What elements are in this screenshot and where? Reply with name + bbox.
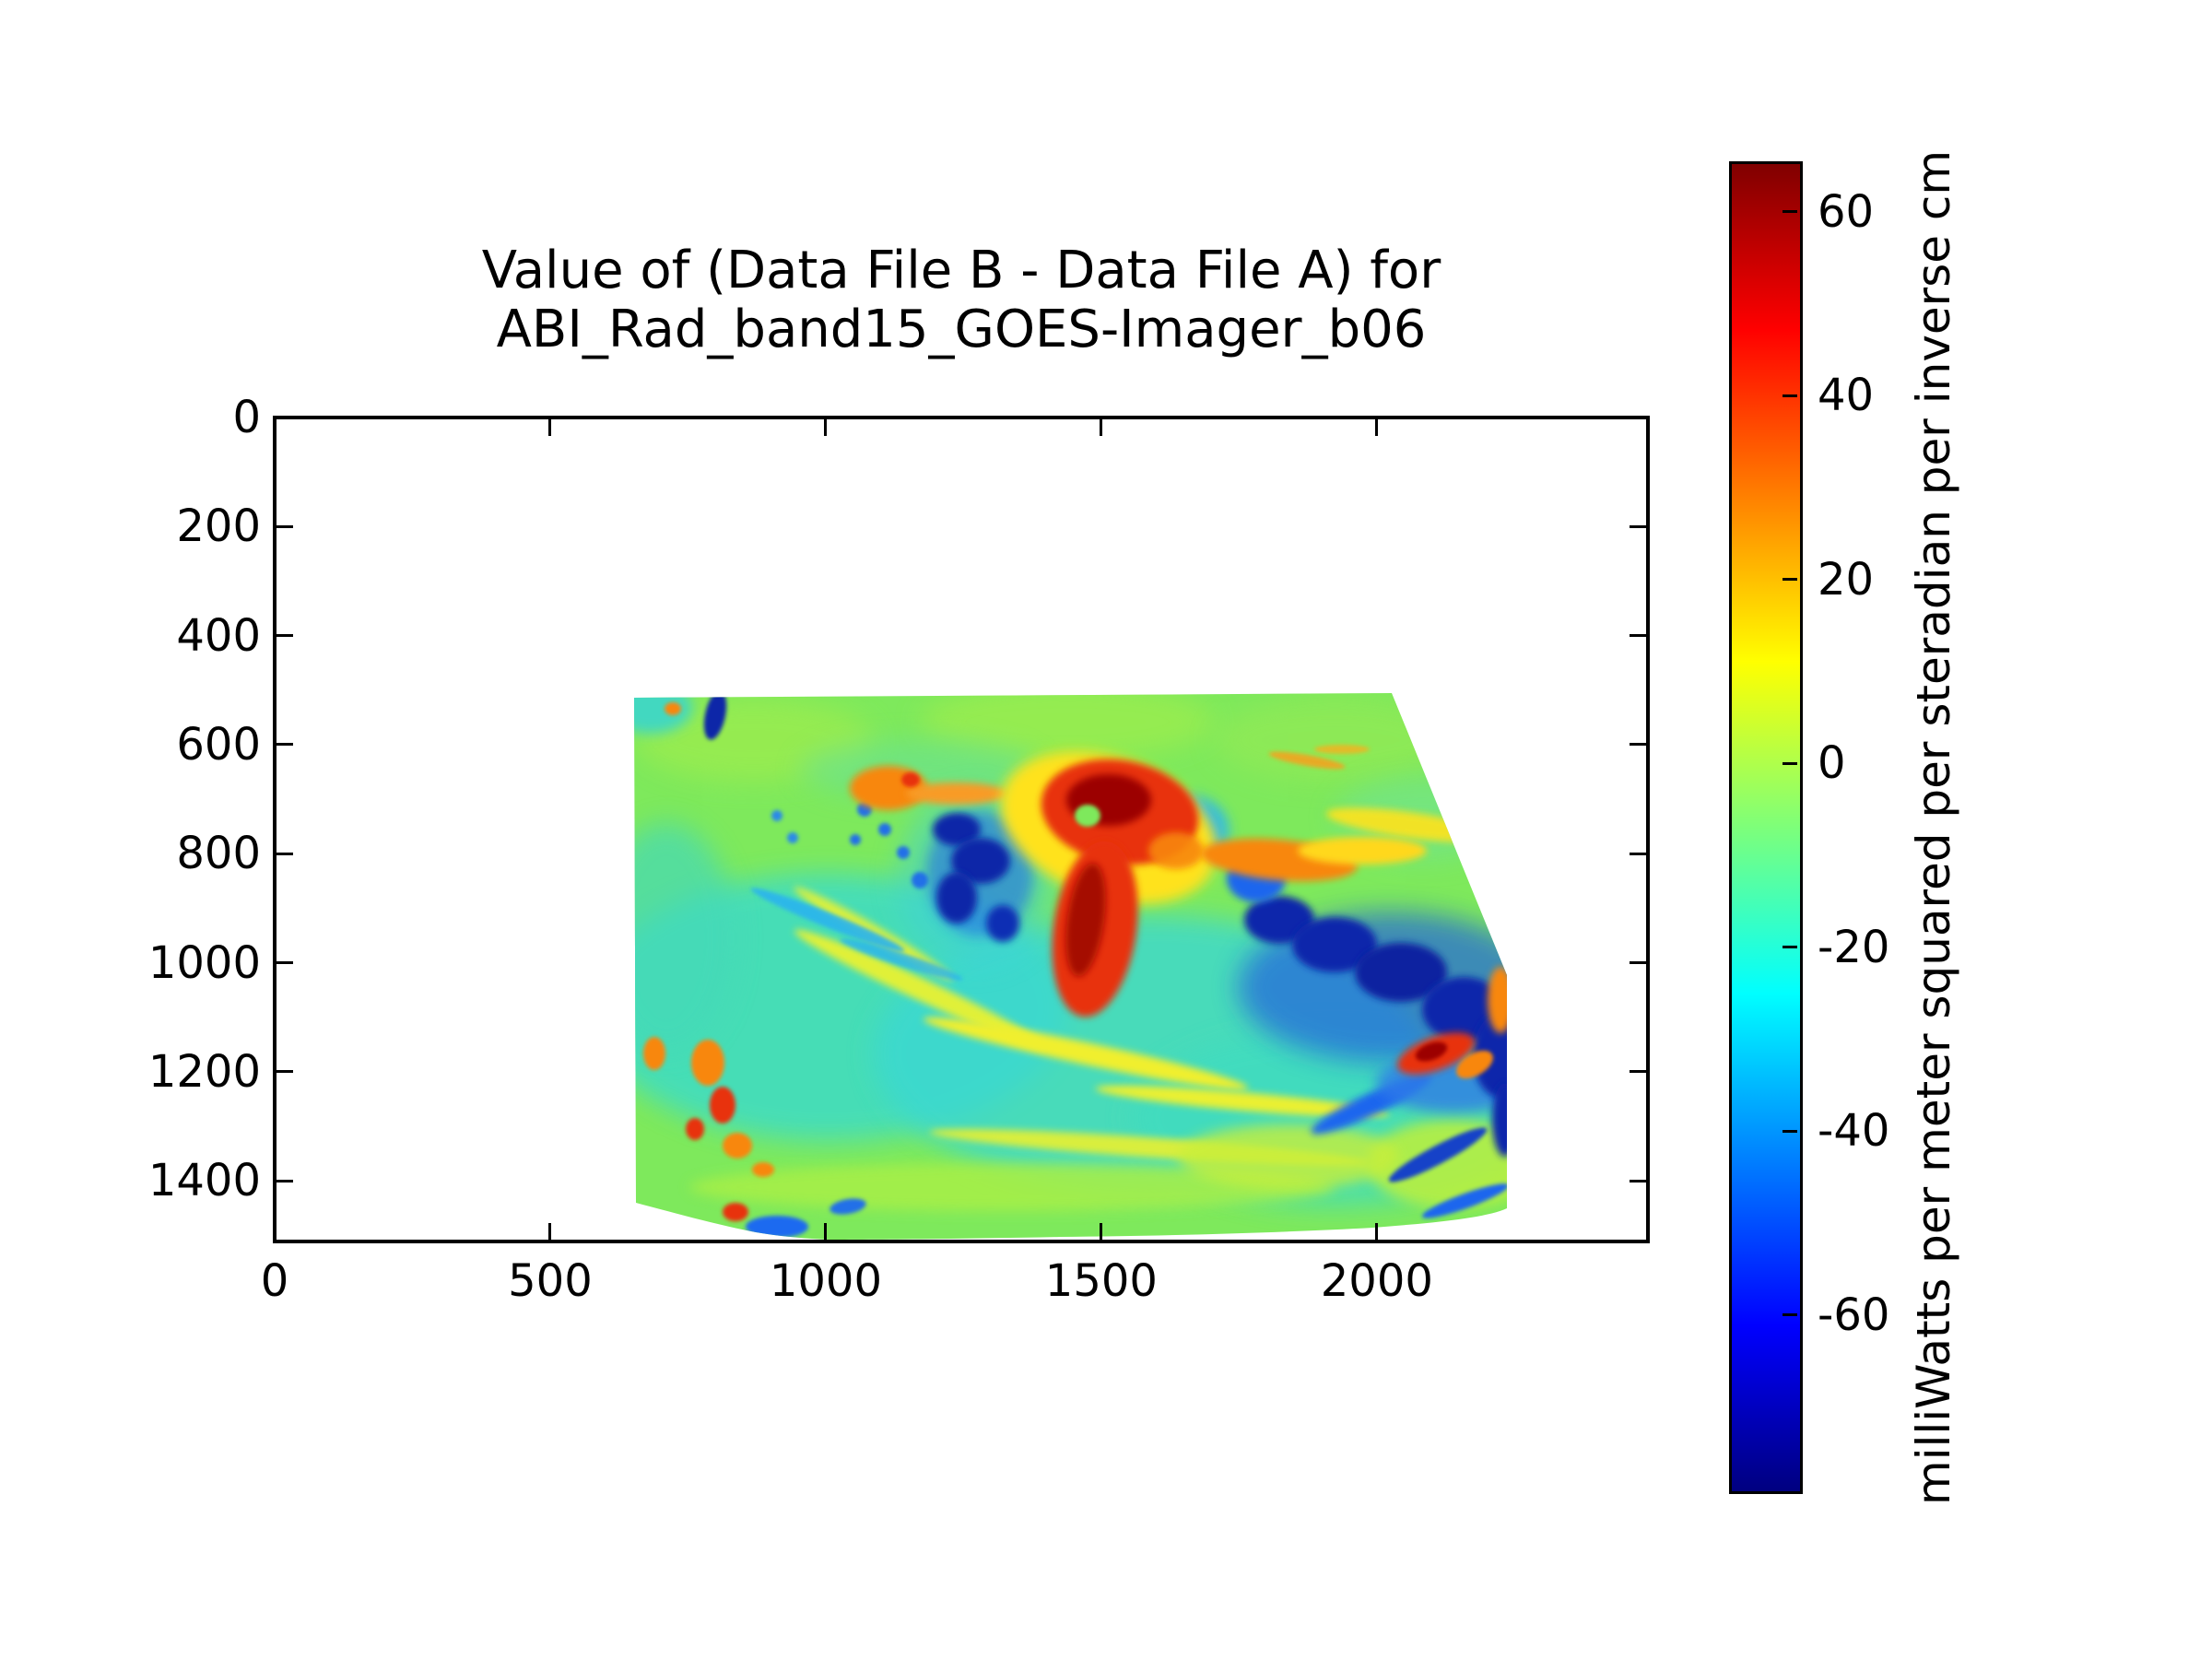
- x-tick-top: [548, 419, 552, 436]
- y-tick-left: [276, 1070, 293, 1074]
- y-tick-right: [1630, 852, 1646, 855]
- y-tick-label: 1200: [147, 1045, 261, 1098]
- colorbar-tick: [1783, 394, 1797, 397]
- x-tick-top: [273, 419, 276, 436]
- y-tick-left: [276, 524, 293, 528]
- y-tick-label: 0: [232, 392, 261, 443]
- x-tick-label: 500: [508, 1255, 593, 1307]
- y-tick-right: [1630, 524, 1646, 528]
- x-tick-label: 1000: [769, 1255, 882, 1307]
- heatmap-swath: [634, 693, 1507, 1240]
- y-tick-left: [276, 961, 293, 965]
- x-tick-top: [824, 419, 828, 436]
- y-tick-right: [1630, 634, 1646, 638]
- swath-positive-anomalies: [643, 702, 1507, 1221]
- x-tick-bottom: [1100, 1223, 1103, 1240]
- x-tick-bottom: [1375, 1223, 1379, 1240]
- y-tick-left: [276, 852, 293, 855]
- x-tick-label: 2000: [1320, 1255, 1433, 1307]
- colorbar-tick: [1783, 946, 1797, 949]
- colorbar-tick-label: 40: [1818, 370, 1875, 422]
- colorbar-tick-label: -20: [1818, 921, 1890, 973]
- colorbar: [1729, 161, 1803, 1494]
- y-tick-right: [1630, 961, 1646, 965]
- x-tick-top: [1375, 419, 1379, 436]
- y-tick-right: [1630, 1070, 1646, 1074]
- x-tick-bottom: [824, 1223, 828, 1240]
- x-tick-bottom: [548, 1223, 552, 1240]
- colorbar-tick: [1783, 210, 1797, 214]
- x-tick-label: 0: [260, 1255, 289, 1307]
- colorbar-tick: [1783, 761, 1797, 765]
- y-tick-left: [276, 743, 293, 747]
- colorbar-tick-label: 20: [1818, 553, 1875, 606]
- colorbar-tick-label: -40: [1818, 1105, 1890, 1158]
- y-tick-label: 1000: [147, 936, 261, 989]
- colorbar-gradient: [1732, 164, 1800, 1491]
- colorbar-tick-label: 60: [1818, 185, 1875, 238]
- y-tick-label: 600: [176, 718, 261, 771]
- y-tick-right: [1630, 743, 1646, 747]
- colorbar-tick: [1783, 578, 1797, 582]
- y-tick-right: [1630, 416, 1646, 419]
- y-tick-right: [1630, 1179, 1646, 1182]
- colorbar-tick: [1783, 1129, 1797, 1133]
- swath-blue-streaks: [746, 802, 1507, 1238]
- chart-title-line2: ABI_Rad_band15_GOES-Imager_b06: [496, 300, 1427, 359]
- y-tick-left: [276, 416, 293, 419]
- y-tick-label: 1400: [147, 1155, 261, 1207]
- chart-title: Value of (Data File B - Data File A) for…: [275, 241, 1648, 359]
- y-tick-label: 200: [176, 500, 261, 553]
- y-tick-left: [276, 634, 293, 638]
- colorbar-tick-label: 0: [1818, 737, 1846, 790]
- x-tick-label: 1500: [1044, 1255, 1158, 1307]
- y-tick-label: 800: [176, 828, 261, 880]
- colorbar-tick-label: -60: [1818, 1288, 1890, 1341]
- x-tick-top: [1100, 419, 1103, 436]
- x-tick-bottom: [273, 1223, 276, 1240]
- y-tick-left: [276, 1179, 293, 1182]
- chart-title-line1: Value of (Data File B - Data File A) for: [481, 241, 1441, 300]
- y-tick-label: 400: [176, 609, 261, 662]
- colorbar-tick: [1783, 1313, 1797, 1317]
